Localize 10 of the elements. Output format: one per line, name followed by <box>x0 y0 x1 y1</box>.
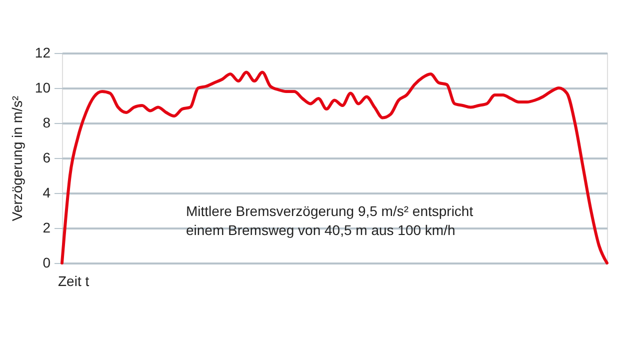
y-tick-label: 12 <box>34 44 51 60</box>
annotation: Mittlere Bremsverzögerung 9,5 m/s² entspricht einem Bremsweg von 40,5 m aus 100 km/h <box>186 203 474 238</box>
y-tick-label: 6 <box>42 150 51 166</box>
y-tick-label: 2 <box>42 220 51 236</box>
y-tick-label: 10 <box>34 80 51 96</box>
y-tick-label: 0 <box>42 254 51 270</box>
y-tick-label: 8 <box>42 114 51 130</box>
y-axis-title: Verzögerung in m/s² <box>8 96 25 222</box>
x-axis-title: Zeit t <box>58 273 90 289</box>
y-tick-label: 4 <box>42 184 51 200</box>
